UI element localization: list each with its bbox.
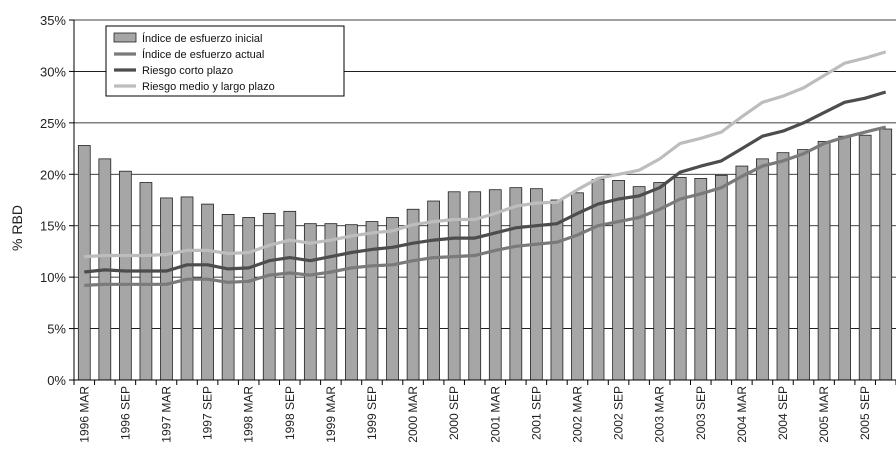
line-series <box>84 50 887 287</box>
bar <box>180 196 194 381</box>
x-tick-label: 2003 MAR <box>653 386 667 443</box>
bar <box>838 135 851 381</box>
bar <box>406 208 420 381</box>
bar <box>509 187 523 381</box>
x-tick-label: 2002 MAR <box>571 386 585 443</box>
x-tick-label: 2001 SEP <box>529 386 543 440</box>
bar <box>386 217 399 381</box>
legend-label: Riesgo medio y largo plazo <box>142 81 275 93</box>
legend-label: Índice de esfuerzo inicial <box>142 32 262 45</box>
series-line <box>84 125 887 287</box>
legend-label: Riesgo corto plazo <box>142 65 233 77</box>
y-tick-label: 20% <box>40 167 66 182</box>
bar <box>365 221 379 381</box>
x-tick-label: 1997 SEP <box>201 386 215 440</box>
bar <box>756 158 769 381</box>
y-tick-label: 5% <box>47 322 66 337</box>
y-tick-label: 25% <box>40 116 66 131</box>
bar <box>550 199 564 381</box>
x-tick-label: 2000 SEP <box>447 386 461 440</box>
y-tick-labels: 0% 5% 10% 15% 20% 25% 30% 35% <box>40 13 66 388</box>
x-tick-label: 1996 SEP <box>118 386 132 440</box>
y-tick-label: 10% <box>40 270 66 285</box>
x-tick-label: 1997 MAR <box>160 386 174 443</box>
bar <box>303 223 317 381</box>
legend-box <box>105 25 345 97</box>
y-axis-label: % RBD <box>9 205 25 251</box>
bar <box>735 165 749 381</box>
bar <box>817 140 831 381</box>
bar <box>879 128 893 381</box>
y-tick-label: 35% <box>40 13 66 28</box>
bar <box>221 213 235 381</box>
bar <box>77 145 91 381</box>
bar <box>571 192 584 381</box>
legend-swatch <box>113 32 137 43</box>
x-tick-label: 2002 SEP <box>612 386 626 440</box>
bar <box>530 188 543 381</box>
series-line <box>84 50 887 259</box>
x-tick-label: 2005 MAR <box>817 386 831 443</box>
bar <box>262 212 276 381</box>
bar <box>694 177 708 381</box>
axes <box>69 19 896 385</box>
y-tick-label: 0% <box>47 373 66 388</box>
x-tick-labels: 1996 MAR 1996 SEP 1997 MAR 1997 SEP 1998 MAR… <box>77 386 872 443</box>
x-tick-label: 2003 SEP <box>694 386 708 440</box>
bar <box>488 189 502 381</box>
bar <box>201 203 214 381</box>
bar <box>119 170 132 381</box>
bar <box>714 174 728 381</box>
x-tick-label: 2004 MAR <box>735 386 749 443</box>
bar <box>858 134 872 381</box>
bar <box>345 224 358 381</box>
x-tick-label: 1998 SEP <box>283 386 297 440</box>
x-tick-label: 1999 SEP <box>365 386 379 440</box>
bar <box>242 217 256 381</box>
legend: Índice de esfuerzo inicial Índice de esfu… <box>105 25 345 97</box>
x-tick-label: 2005 SEP <box>858 386 872 440</box>
bar <box>427 200 440 381</box>
bar <box>776 152 790 381</box>
bar <box>283 210 297 381</box>
bar <box>673 176 687 381</box>
x-tick-label: 2004 SEP <box>776 386 790 440</box>
bar <box>612 180 625 381</box>
x-tick-label: 2000 MAR <box>406 386 420 443</box>
series-line <box>84 90 887 274</box>
x-tick-label: 1998 MAR <box>242 386 256 443</box>
bar <box>160 197 173 381</box>
bar <box>591 179 605 381</box>
y-tick-label: 15% <box>40 219 66 234</box>
bar <box>797 149 810 381</box>
bar <box>139 182 153 381</box>
x-tick-label: 1999 MAR <box>324 386 338 443</box>
x-tick-label: 2001 MAR <box>488 386 502 443</box>
bar <box>324 223 338 381</box>
x-tick-label: 1996 MAR <box>77 386 91 443</box>
y-tick-label: 30% <box>40 64 66 79</box>
legend-label: Índice de esfuerzo actual <box>142 48 264 61</box>
